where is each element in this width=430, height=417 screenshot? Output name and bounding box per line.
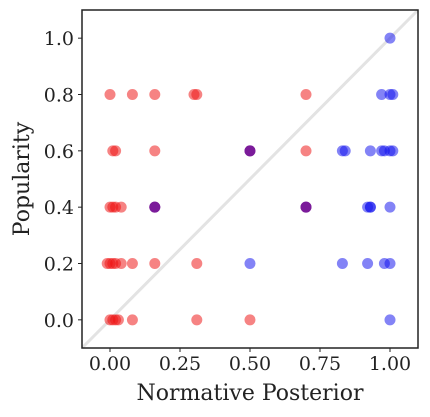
data-point (336, 258, 348, 269)
data-point (149, 89, 161, 100)
axis-ticks: 0.00 0.25 0.50 0.75 1.00 0.0 0.2 0.4 0.6 0.8 1.0 (44, 28, 411, 375)
data-point (384, 314, 396, 326)
data-point (384, 32, 396, 44)
data-point (104, 89, 116, 100)
data-point (362, 258, 374, 269)
x-tick-label: 0.50 (229, 353, 271, 375)
data-point (191, 314, 203, 326)
data-point (191, 258, 203, 269)
y-tick-label: 0.4 (44, 197, 74, 219)
data-point (149, 201, 161, 213)
y-tick-label: 0.2 (44, 254, 74, 276)
data-point (384, 201, 396, 213)
data-point (300, 145, 312, 157)
x-axis-title: Normative Posterior (137, 381, 364, 406)
y-tick-label: 0.6 (44, 141, 74, 163)
data-point (112, 314, 124, 326)
data-point (115, 201, 127, 213)
data-point (364, 201, 376, 213)
data-point (387, 89, 399, 100)
data-point (126, 89, 138, 100)
data-point (336, 145, 348, 157)
x-tick-label: 1.00 (369, 353, 411, 375)
y-axis-title: Popularity (10, 121, 35, 236)
data-point (110, 145, 122, 157)
data-point (244, 314, 256, 326)
x-tick-label: 0.00 (89, 353, 131, 375)
reference-diagonal-line (80, 8, 420, 350)
data-point (244, 145, 256, 157)
data-point (384, 258, 396, 269)
data-point (300, 201, 312, 213)
data-point (149, 258, 161, 269)
y-tick-label: 0.8 (44, 85, 74, 107)
y-tick-label: 0.0 (44, 310, 74, 332)
data-point (126, 314, 138, 326)
x-tick-label: 0.75 (299, 353, 341, 375)
data-point (376, 89, 388, 100)
data-point (364, 145, 376, 157)
data-point (149, 145, 161, 157)
data-point (300, 89, 312, 100)
data-point (126, 258, 138, 269)
data-point (387, 145, 399, 157)
plot-area (80, 8, 420, 350)
x-tick-label: 0.25 (159, 353, 201, 375)
data-point (244, 258, 256, 269)
data-point (191, 89, 203, 100)
y-tick-label: 1.0 (44, 28, 74, 50)
data-point (115, 258, 127, 269)
